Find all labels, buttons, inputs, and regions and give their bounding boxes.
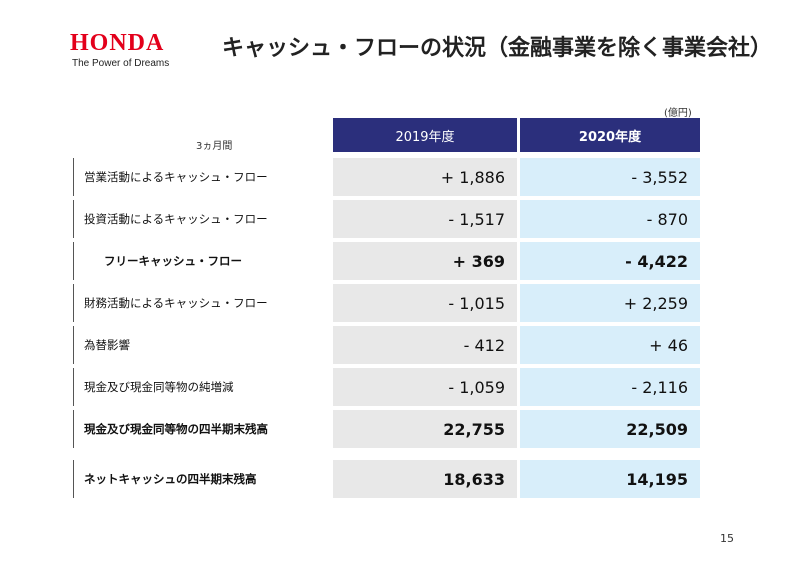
value-cell: - 1,059 [333,368,517,406]
row-label: フリーキャッシュ・フロー [73,242,331,280]
row-label: 営業活動によるキャッシュ・フロー [73,158,331,196]
page-number: 15 [720,532,734,545]
value-cell: - 1,015 [333,284,517,322]
value-cell: + 1,886 [333,158,517,196]
row-label: ネットキャッシュの四半期末残高 [73,460,331,498]
logo: HONDA [70,30,165,56]
value-cell: + 2,259 [520,284,700,322]
value-cell: - 3,552 [520,158,700,196]
value-cell: + 369 [333,242,517,280]
column-header: 2019年度 [333,118,517,152]
row-label: 現金及び現金同等物の純増減 [73,368,331,406]
column-header: 2020年度 [520,118,700,152]
value-cell: + 46 [520,326,700,364]
value-cell: - 1,517 [333,200,517,238]
title: キャッシュ・フローの状況（金融事業を除く事業会社） [222,36,773,61]
value-cell: - 412 [333,326,517,364]
row-label: 為替影響 [73,326,331,364]
row-label: 財務活動によるキャッシュ・フロー [73,284,331,322]
value-cell: - 4,422 [520,242,700,280]
unit: (億円) [664,108,692,119]
tagline: The Power of Dreams [72,58,170,69]
value-cell: - 870 [520,200,700,238]
value-cell: 18,633 [333,460,517,498]
value-cell: 22,755 [333,410,517,448]
value-cell: 22,509 [520,410,700,448]
period: 3ヵ月間 [196,141,233,152]
value-cell: 14,195 [520,460,700,498]
value-cell: - 2,116 [520,368,700,406]
row-label: 投資活動によるキャッシュ・フロー [73,200,331,238]
row-label: 現金及び現金同等物の四半期末残高 [73,410,331,448]
